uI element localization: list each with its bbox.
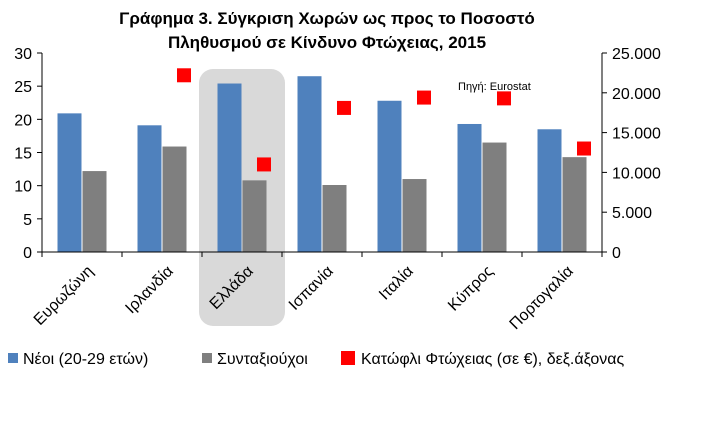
y-left-tick-label-1: 5: [23, 212, 32, 229]
category-label-0: Ευρωζώνη: [31, 263, 97, 329]
legend: Νέοι (20-29 ετών) Συνταξιούχοι Κατώφλι Φτώ…: [8, 351, 624, 368]
legend-label-2: Κατώφλι Φτώχειας (σε €), δεξ.άξονας: [361, 351, 624, 368]
bar-youth-2: [217, 83, 242, 252]
legend-swatch-2: [341, 351, 355, 365]
y-left-tick-label-0: 0: [23, 245, 32, 262]
bar-pensioners-2: [242, 180, 267, 252]
bar-youth-5: [457, 123, 482, 252]
category-label-6: Πορτογαλία: [507, 263, 577, 333]
chart-title-line-2: Πληθυσμού σε Κίνδυνο Φτώχειας, 2015: [168, 33, 486, 52]
bar-pensioners-4: [402, 179, 427, 252]
legend-label-0: Νέοι (20-29 ετών): [23, 351, 148, 368]
y-right-tick-label-3: 15.000: [612, 126, 661, 143]
bars-layer: [57, 76, 587, 252]
legend-swatch-0: [8, 353, 18, 363]
y-left-tick-label-4: 20: [14, 112, 32, 129]
category-label-1: Ιρλανδία: [122, 263, 176, 317]
legend-label-1: Συνταξιούχοι: [217, 351, 308, 368]
y-left-tick-label-3: 15: [14, 146, 32, 163]
chart-title-line-1: Γράφημα 3. Σύγκριση Χωρών ως προς το Ποσ…: [119, 9, 535, 28]
bar-youth-1: [137, 125, 162, 252]
bar-youth-4: [377, 100, 402, 252]
y-right-tick-label-1: 5.000: [612, 205, 652, 222]
poverty-threshold-marker-3: [337, 100, 351, 115]
y-left-tick-label-6: 30: [14, 46, 32, 63]
poverty-threshold-marker-1: [177, 68, 191, 83]
category-label-4: Ιταλία: [376, 263, 417, 304]
y-left-tick-label-5: 25: [14, 79, 32, 96]
markers-layer: [177, 68, 591, 172]
poverty-threshold-marker-5: [497, 91, 511, 106]
legend-swatch-1: [202, 353, 212, 363]
y-right-tick-label-0: 0: [612, 245, 621, 262]
poverty-threshold-marker-6: [577, 141, 591, 156]
y-right-tick-label-5: 25.000: [612, 46, 661, 63]
category-label-5: Κύπρος: [445, 263, 497, 315]
bar-pensioners-0: [82, 171, 107, 252]
y-left-tick-label-2: 10: [14, 179, 32, 196]
y-right-tick-label-4: 20.000: [612, 86, 661, 103]
bar-youth-0: [57, 113, 82, 252]
category-label-3: Ισπανία: [286, 263, 337, 314]
bar-pensioners-6: [562, 157, 587, 252]
bar-pensioners-5: [482, 142, 507, 252]
y-right-tick-label-2: 10.000: [612, 165, 661, 182]
bar-youth-6: [537, 129, 562, 252]
source-note: Πηγή: Eurostat: [458, 81, 531, 93]
bar-pensioners-3: [322, 185, 347, 252]
poverty-threshold-marker-2: [257, 157, 271, 172]
bar-pensioners-1: [162, 146, 187, 252]
bar-youth-3: [297, 76, 322, 252]
poverty-threshold-marker-4: [417, 90, 431, 105]
